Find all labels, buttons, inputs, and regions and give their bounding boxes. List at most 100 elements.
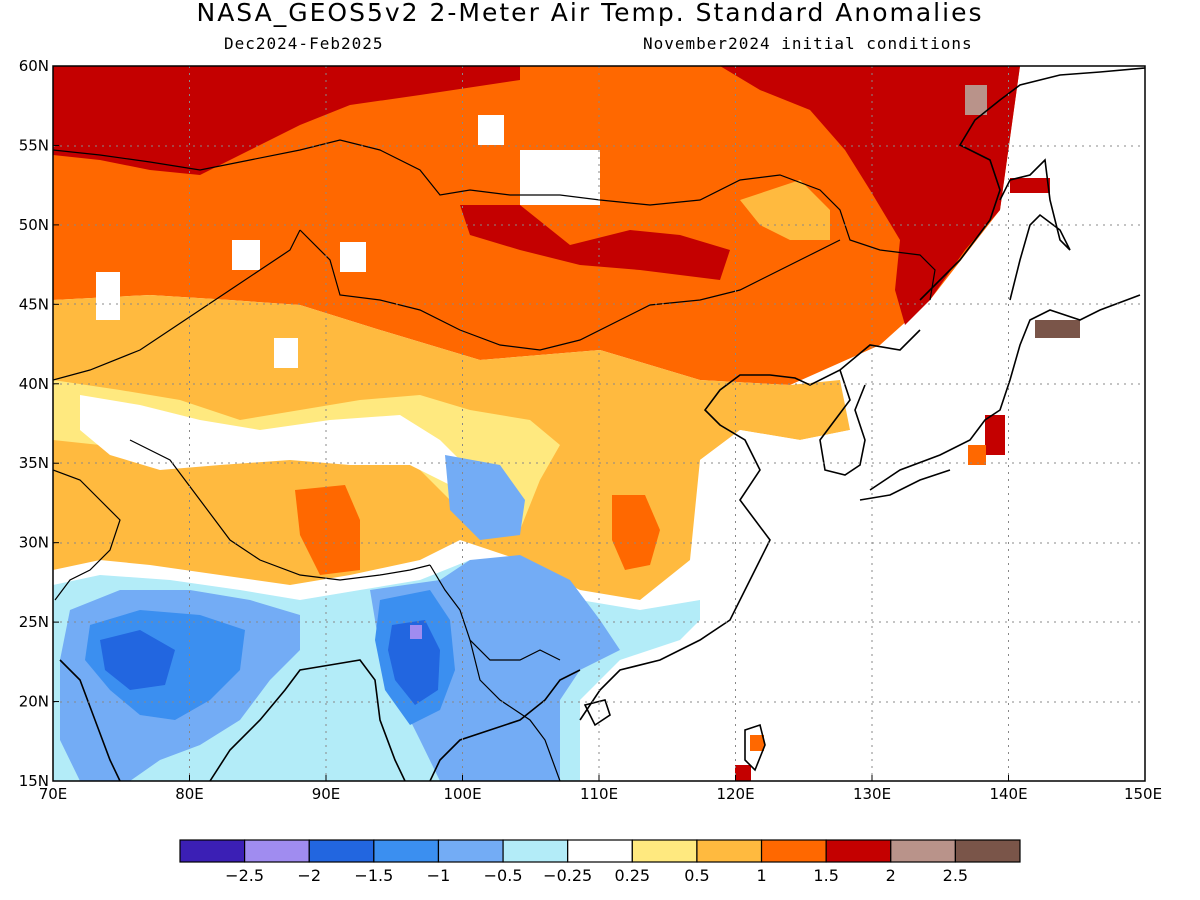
- anomaly-region-blue-central: [445, 455, 525, 540]
- lat-tick-label: 15N: [19, 772, 49, 790]
- mask-block: [96, 272, 120, 320]
- anomaly-region-red-siberia: [53, 66, 520, 175]
- anomaly-region-red-northeast: [720, 66, 1020, 325]
- anomaly-speck-brown-north: [965, 85, 987, 115]
- anomaly-region-orange-central-china: [612, 495, 660, 570]
- anomaly-region-red-mongolia: [460, 205, 730, 280]
- mask-block: [232, 240, 260, 270]
- colorbar-label: −1.5: [354, 866, 393, 885]
- anomaly-speck-purple: [410, 625, 422, 639]
- coastline-okhotsk: [919, 67, 1145, 301]
- lon-tick-label: 70E: [39, 785, 68, 803]
- colorbar-label: 0.5: [684, 866, 709, 885]
- colorbar-label: 1.5: [813, 866, 838, 885]
- coastline-japan-south: [859, 469, 951, 501]
- colorbar-label: 0.25: [614, 866, 650, 885]
- gridlines: [53, 66, 1145, 781]
- colorbar-label: −0.25: [543, 866, 592, 885]
- colorbar-swatch: [954, 839, 1021, 863]
- mask-block: [520, 150, 600, 205]
- lat-tick-label: 20N: [19, 693, 49, 711]
- colorbar-label: −1: [427, 866, 451, 885]
- lat-tick-label: 30N: [19, 534, 49, 552]
- anomaly-region-orange-tibet: [295, 485, 360, 575]
- coastline-sakhalin-kamchatka: [999, 158, 1071, 301]
- colorbar-swatch: [502, 839, 569, 863]
- lon-tick-label: 80E: [175, 785, 204, 803]
- colorbar-label: −2.5: [225, 866, 264, 885]
- colorbar: [179, 839, 1021, 863]
- colorbar-swatch: [437, 839, 504, 863]
- anomaly-field: [53, 66, 1145, 781]
- anomaly-speck-sakhalin: [1010, 178, 1050, 193]
- mask-block: [274, 338, 298, 368]
- lon-axis: 70E 80E 90E 100E 110E 120E 130E 140E 150E: [39, 775, 1162, 803]
- colorbar-swatch: [244, 839, 310, 863]
- ocean-mask: [580, 66, 1145, 781]
- colorbar-label: 2: [886, 866, 896, 885]
- lat-tick-label: 50N: [19, 216, 49, 234]
- anomaly-speck-philippines: [735, 765, 751, 781]
- plot-area: [53, 66, 1145, 781]
- lat-tick-label: 25N: [19, 613, 49, 631]
- border-south-asia: [53, 469, 121, 601]
- coastline-india-west: [59, 659, 121, 781]
- lat-tick-label: 40N: [19, 375, 49, 393]
- coastline-bay-of-bengal: [209, 659, 406, 781]
- chart-title: NASA_GEOS5v2 2-Meter Air Temp. Standard …: [196, 0, 984, 27]
- lon-tick-label: 140E: [989, 785, 1027, 803]
- colorbar-labels: −2.5 −2 −1.5 −1 −0.5 −0.25 0.25 0.5 1 1.5 2 2.5: [225, 866, 968, 885]
- anomaly-speck-hokkaido: [1035, 320, 1080, 338]
- colorbar-swatch: [631, 839, 698, 863]
- lat-tick-label: 45N: [19, 295, 49, 313]
- coastline-indochina: [429, 669, 581, 781]
- coastlines: [59, 67, 1145, 781]
- coastline-korea: [819, 369, 866, 476]
- colorbar-label: −2: [297, 866, 321, 885]
- lon-tick-label: 130E: [853, 785, 891, 803]
- anomaly-region-darkblue-myanmar: [388, 620, 440, 705]
- lon-tick-label: 110E: [580, 785, 618, 803]
- anomaly-speck-japan: [985, 415, 1005, 455]
- border-mongolia-china: [299, 229, 841, 351]
- mask-block: [340, 242, 366, 272]
- lat-tick-label: 35N: [19, 454, 49, 472]
- colorbar-swatch: [825, 839, 892, 863]
- lat-axis: 15N 20N 25N 30N 35N 40N 45N 50N 55N 60N: [19, 57, 59, 790]
- anomaly-region-darkblue-india: [100, 630, 175, 690]
- anomaly-region-lightorange-north: [740, 180, 830, 240]
- lon-tick-label: 120E: [716, 785, 754, 803]
- lat-tick-label: 60N: [19, 57, 49, 75]
- coastline-hainan: [583, 699, 611, 727]
- colorbar-label: −0.5: [484, 866, 523, 885]
- anomaly-speck-taiwan: [750, 735, 764, 751]
- colorbar-swatch: [760, 839, 827, 863]
- colorbar-swatch: [890, 839, 956, 863]
- colorbar-label: 1: [756, 866, 766, 885]
- lat-tick-label: 55N: [19, 136, 49, 154]
- anomaly-region-white-band: [80, 395, 500, 500]
- border-indochina: [469, 639, 561, 781]
- mask-block: [478, 115, 504, 145]
- border-russia-china: [53, 139, 936, 301]
- coastline-east-asia: [579, 329, 921, 721]
- lon-tick-label: 100E: [443, 785, 481, 803]
- forecast-period: Dec2024-Feb2025: [224, 34, 384, 53]
- borders: [53, 139, 936, 781]
- coastline-taiwan: [744, 723, 766, 772]
- lon-tick-label: 150E: [1124, 785, 1162, 803]
- lon-tick-label: 90E: [312, 785, 341, 803]
- border-myanmar-china: [429, 564, 561, 661]
- colorbar-swatch: [373, 839, 440, 863]
- coastline-japan: [869, 294, 1141, 491]
- anomaly-speck-japan-orange: [968, 445, 986, 465]
- colorbar-swatch: [308, 839, 375, 863]
- colorbar-swatch: [567, 839, 633, 863]
- colorbar-label: 2.5: [943, 866, 968, 885]
- initial-conditions: November2024 initial conditions: [643, 34, 973, 53]
- border-kazakh: [53, 229, 301, 381]
- colorbar-swatch: [696, 839, 763, 863]
- colorbar-swatch: [179, 839, 246, 863]
- border-tibet-himalaya: [129, 439, 431, 581]
